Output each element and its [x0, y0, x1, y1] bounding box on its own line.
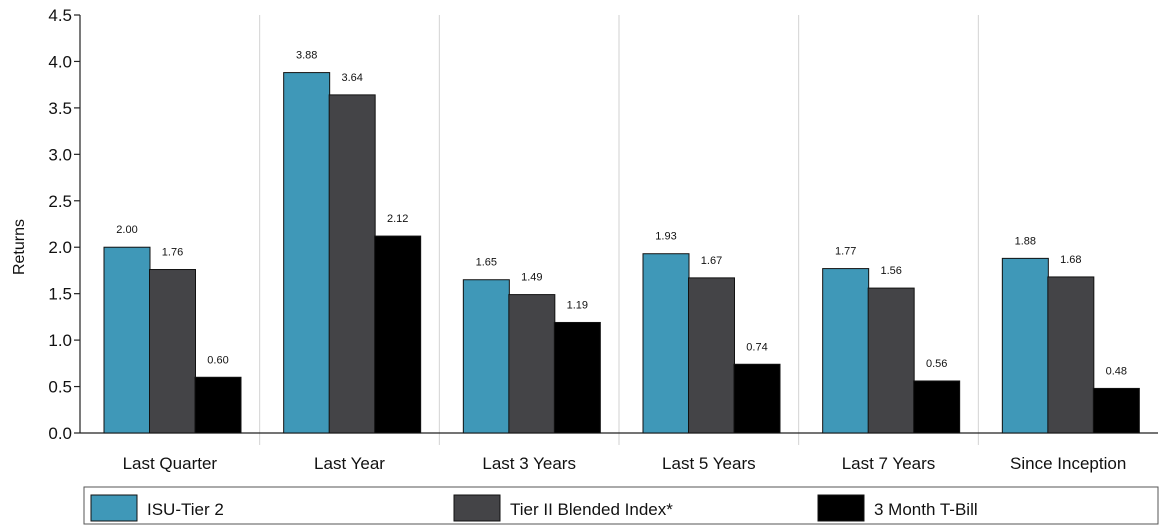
plot-area: 0.0 0.5 1.0 1.5 2.0 2.5 3.0 3.5 4.0 4.5 2.00 3.88 1.… [48, 6, 1158, 473]
bar [462, 279, 510, 434]
data-label: 1.67 [701, 255, 722, 267]
y-tick-label: 4.0 [48, 52, 72, 71]
data-label: 0.74 [746, 341, 767, 353]
bar [1092, 387, 1140, 434]
bar [283, 72, 331, 434]
data-label: 1.76 [162, 247, 183, 259]
y-tick-label: 1.0 [48, 331, 72, 350]
data-label: 1.93 [655, 231, 676, 243]
bar [1001, 257, 1049, 434]
x-tick-label: Since Inception [1010, 454, 1126, 473]
y-tick-label: 3.0 [48, 145, 72, 164]
y-tick-label: 0.0 [48, 424, 72, 443]
bar [733, 363, 781, 434]
legend-swatch [90, 494, 138, 522]
data-label: 2.12 [387, 213, 408, 225]
x-tick-label: Last 7 Years [842, 454, 936, 473]
data-label: 2.00 [116, 224, 137, 236]
x-tick-label: Last Year [314, 454, 385, 473]
bar [1047, 276, 1095, 434]
legend: ISU-Tier 2 Tier II Blended Index* 3 Month … [83, 486, 1159, 525]
data-label: 1.19 [567, 299, 588, 311]
data-label: 0.56 [926, 358, 947, 370]
bar [822, 268, 870, 434]
bar [688, 277, 735, 434]
data-label: 3.88 [296, 50, 317, 62]
bar [328, 94, 376, 434]
y-tick-label: 0.5 [48, 378, 72, 397]
data-label: 3.64 [341, 72, 362, 84]
data-label: 1.68 [1060, 254, 1081, 266]
bar [103, 246, 151, 434]
data-label: 1.88 [1015, 235, 1036, 247]
bar [867, 287, 915, 434]
legend-label: 3 Month T-Bill [874, 500, 978, 519]
data-label: 0.60 [207, 354, 228, 366]
bar [642, 253, 690, 434]
legend-label: ISU-Tier 2 [147, 500, 224, 519]
x-tick-label: Last Quarter [123, 454, 218, 473]
bar [374, 235, 422, 434]
legend-label: Tier II Blended Index* [510, 500, 673, 519]
y-tick-label: 3.5 [48, 99, 72, 118]
legend-swatch [453, 494, 501, 522]
data-label: 0.48 [1106, 365, 1127, 377]
y-tick-label: 1.5 [48, 285, 72, 304]
bar [194, 376, 242, 434]
x-tick-label: Last 5 Years [662, 454, 756, 473]
bar [553, 321, 601, 434]
bar [508, 294, 556, 434]
bar [913, 380, 961, 434]
y-tick-label: 2.5 [48, 192, 72, 211]
data-label: 1.56 [880, 265, 901, 277]
data-label: 1.77 [835, 246, 856, 258]
legend-swatch [817, 494, 865, 522]
legend-frame [83, 486, 1159, 525]
data-label: 1.49 [521, 272, 542, 284]
y-tick-label: 4.5 [48, 6, 72, 25]
data-label: 1.65 [476, 257, 497, 269]
y-axis-title: Returns [11, 219, 28, 275]
y-tick-label: 2.0 [48, 238, 72, 257]
bar [149, 269, 196, 434]
x-tick-label: Last 3 Years [482, 454, 576, 473]
